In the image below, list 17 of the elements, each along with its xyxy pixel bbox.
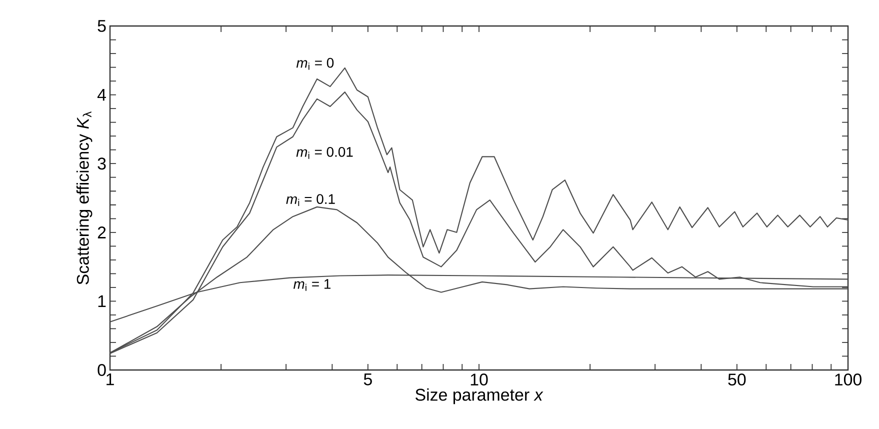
annotation: m$_{i}$ = 0.01 <box>296 146 353 159</box>
y-tick-label: 5 <box>98 20 106 32</box>
annotation: m$_{i}$ = 0 <box>296 58 334 70</box>
y-tick-label: 2 <box>98 226 106 238</box>
x-tick-label: 5 <box>364 374 372 386</box>
x-tick-label: 10 <box>470 374 488 386</box>
y-tick-label: 4 <box>97 88 106 101</box>
x-tick-label: 100 <box>835 374 862 386</box>
x-tick-label: 1 <box>106 374 114 386</box>
y-axis-title: Scattering efficiency K$_{λ}$ <box>76 111 92 284</box>
annotation: m$_{i}$ = 1 <box>293 279 330 291</box>
y-tick-label: 3 <box>98 158 106 170</box>
x-axis-title: Size parameter x <box>416 388 544 404</box>
annotation: m$_{i}$ = 0.1 <box>286 194 335 206</box>
x-tick-label: 50 <box>728 374 746 386</box>
y-tick-label: 1 <box>98 295 106 308</box>
y-tick-label: 0 <box>98 364 106 376</box>
